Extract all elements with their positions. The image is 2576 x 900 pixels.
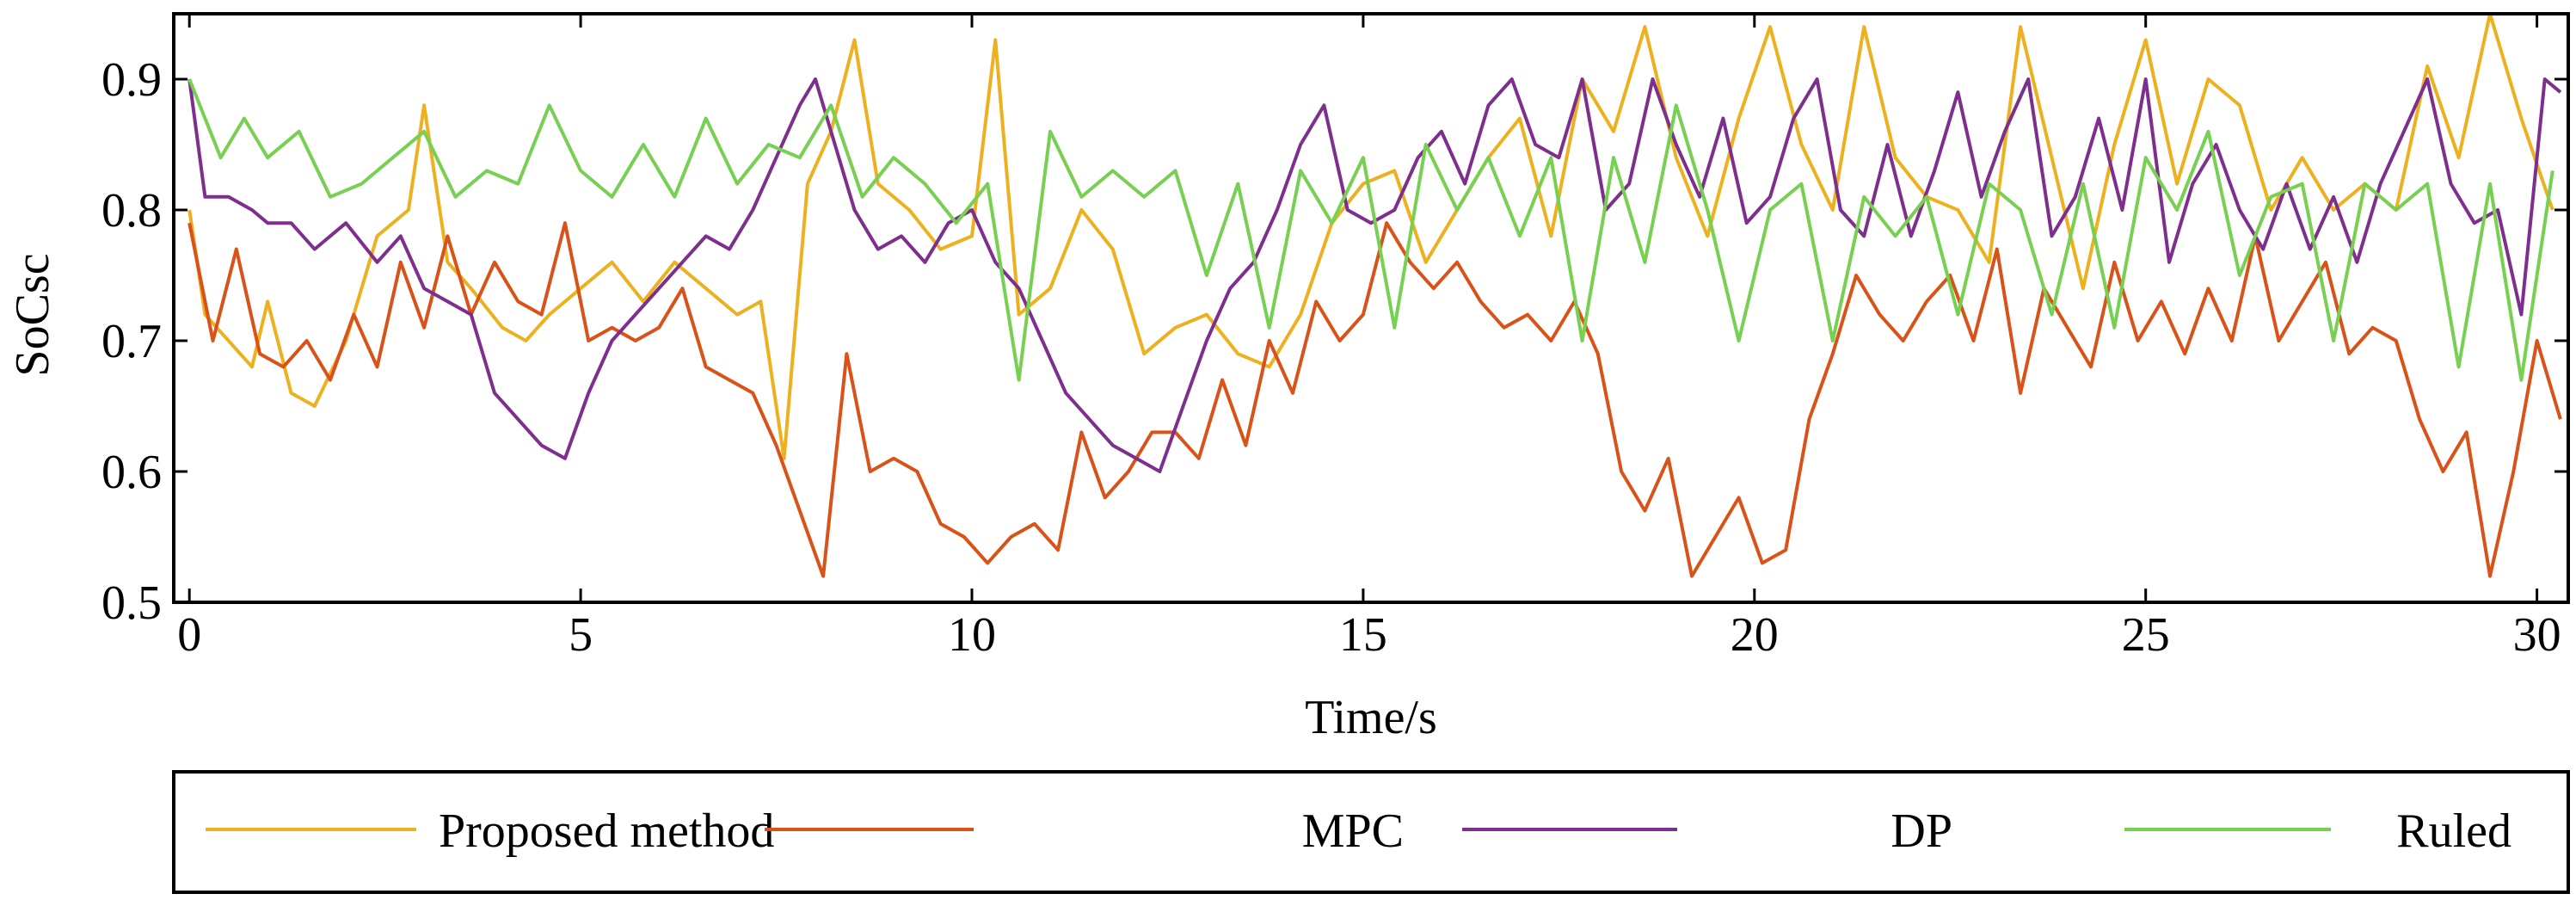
legend-label: Ruled (2396, 804, 2511, 858)
series-line-ruled (188, 78, 2554, 382)
y-axis-label: SoCsc (6, 253, 59, 376)
x-tick-label: 25 (2122, 608, 2170, 662)
y-tick-label: 0.9 (101, 53, 162, 107)
x-tick-label: 20 (1731, 608, 1779, 662)
legend-label: MPC (1302, 804, 1404, 858)
x-tick-label: 10 (948, 608, 996, 662)
series-line-proposed-method (188, 12, 2554, 460)
y-tick-label: 0.6 (101, 446, 162, 499)
legend-label: Proposed method (439, 804, 774, 858)
y-tick-label: 0.7 (101, 315, 162, 368)
series-line-dp (188, 77, 2562, 473)
legend-item: MPC (765, 804, 1404, 858)
x-axis-label: Time/s (1305, 691, 1437, 744)
legend-label: DP (1891, 804, 1952, 858)
axes-layer: 0 5 10 15 20 25 30 0.5 0.6 0.7 0.8 0.9 (101, 14, 2568, 662)
x-tick-label: 5 (569, 608, 593, 662)
plot-frame (172, 12, 2570, 604)
legend-item: DP (1462, 804, 1952, 858)
x-tick-label: 15 (1339, 608, 1387, 662)
legend-item: Proposed method (206, 804, 774, 858)
x-tick-label: 30 (2513, 608, 2561, 662)
legend-items: Proposed method MPC DP Ruled (206, 804, 2511, 858)
x-tick-label: 0 (177, 608, 201, 662)
legend-box (172, 770, 2570, 894)
legend-item: Ruled (2124, 804, 2511, 858)
legend: Proposed method MPC DP Ruled (172, 770, 2570, 894)
y-tick-label: 0.8 (101, 184, 162, 237)
series-layer (188, 12, 2562, 578)
y-tick-label: 0.5 (101, 576, 162, 630)
series-line-mpc (188, 221, 2562, 578)
